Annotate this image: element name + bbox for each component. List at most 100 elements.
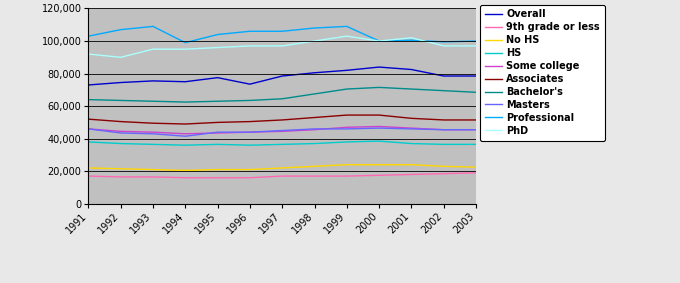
9th grade or less xyxy=(278,174,286,178)
HS xyxy=(310,142,318,145)
Professional xyxy=(472,39,480,43)
Professional xyxy=(439,40,447,44)
HS xyxy=(439,143,447,146)
Line: Associates: Associates xyxy=(88,115,476,124)
Masters xyxy=(278,129,286,132)
Line: Masters: Masters xyxy=(88,128,476,136)
9th grade or less xyxy=(116,175,124,179)
Some college xyxy=(407,127,415,130)
Some college xyxy=(310,128,318,131)
HS xyxy=(472,143,480,146)
PhD xyxy=(439,44,447,48)
HS xyxy=(375,140,383,143)
PhD xyxy=(214,46,222,49)
HS xyxy=(84,140,92,144)
Associates xyxy=(84,117,92,121)
Overall xyxy=(278,74,286,78)
No HS xyxy=(116,167,124,170)
No HS xyxy=(214,168,222,171)
Legend: Overall, 9th grade or less, No HS, HS, Some college, Associates, Bachelor's, Mas: Overall, 9th grade or less, No HS, HS, S… xyxy=(480,5,605,141)
Professional xyxy=(214,33,222,36)
Masters xyxy=(182,134,190,138)
Associates xyxy=(343,113,351,117)
Bachelor's xyxy=(375,86,383,89)
Overall xyxy=(84,83,92,87)
Bachelor's xyxy=(278,97,286,100)
Some college xyxy=(472,128,480,131)
Masters xyxy=(246,130,254,134)
9th grade or less xyxy=(84,174,92,178)
Bachelor's xyxy=(182,100,190,104)
HS xyxy=(407,142,415,145)
Overall xyxy=(472,74,480,78)
Overall xyxy=(246,82,254,86)
Masters xyxy=(472,128,480,131)
No HS xyxy=(182,169,190,172)
Bachelor's xyxy=(407,87,415,91)
Overall xyxy=(407,68,415,71)
Line: Bachelor's: Bachelor's xyxy=(88,87,476,102)
PhD xyxy=(375,39,383,43)
Associates xyxy=(182,122,190,126)
Professional xyxy=(246,30,254,33)
Associates xyxy=(246,120,254,123)
HS xyxy=(278,143,286,146)
Overall xyxy=(439,74,447,78)
PhD xyxy=(149,48,157,51)
Overall xyxy=(343,68,351,72)
No HS xyxy=(84,166,92,170)
Masters xyxy=(407,127,415,131)
Professional xyxy=(149,25,157,28)
Bachelor's xyxy=(84,98,92,101)
9th grade or less xyxy=(472,171,480,175)
Some college xyxy=(246,130,254,134)
Some college xyxy=(149,130,157,134)
Bachelor's xyxy=(343,87,351,91)
Associates xyxy=(116,120,124,123)
HS xyxy=(214,143,222,146)
HS xyxy=(343,140,351,144)
Line: Some college: Some college xyxy=(88,127,476,134)
9th grade or less xyxy=(246,176,254,179)
No HS xyxy=(310,165,318,168)
Overall xyxy=(116,81,124,84)
No HS xyxy=(149,168,157,171)
PhD xyxy=(246,44,254,48)
Masters xyxy=(116,131,124,135)
PhD xyxy=(182,48,190,51)
Associates xyxy=(214,121,222,124)
Line: Professional: Professional xyxy=(88,26,476,43)
Bachelor's xyxy=(472,91,480,94)
PhD xyxy=(407,36,415,39)
No HS xyxy=(343,163,351,166)
Masters xyxy=(375,127,383,130)
Professional xyxy=(310,26,318,30)
9th grade or less xyxy=(375,173,383,177)
HS xyxy=(116,142,124,145)
PhD xyxy=(278,44,286,48)
Professional xyxy=(182,41,190,44)
Associates xyxy=(375,113,383,117)
Line: No HS: No HS xyxy=(88,165,476,170)
Some college xyxy=(439,128,447,131)
No HS xyxy=(375,163,383,166)
9th grade or less xyxy=(407,173,415,176)
Masters xyxy=(310,127,318,131)
Overall xyxy=(182,80,190,83)
Overall xyxy=(375,65,383,69)
Line: 9th grade or less: 9th grade or less xyxy=(88,173,476,178)
Some college xyxy=(278,130,286,133)
No HS xyxy=(472,166,480,169)
Associates xyxy=(439,118,447,122)
Associates xyxy=(310,116,318,119)
No HS xyxy=(407,163,415,166)
Some college xyxy=(84,127,92,131)
Professional xyxy=(278,30,286,33)
Bachelor's xyxy=(214,100,222,103)
PhD xyxy=(116,55,124,59)
Line: PhD: PhD xyxy=(88,36,476,57)
Masters xyxy=(84,127,92,131)
Bachelor's xyxy=(149,100,157,103)
HS xyxy=(246,143,254,147)
9th grade or less xyxy=(149,175,157,179)
